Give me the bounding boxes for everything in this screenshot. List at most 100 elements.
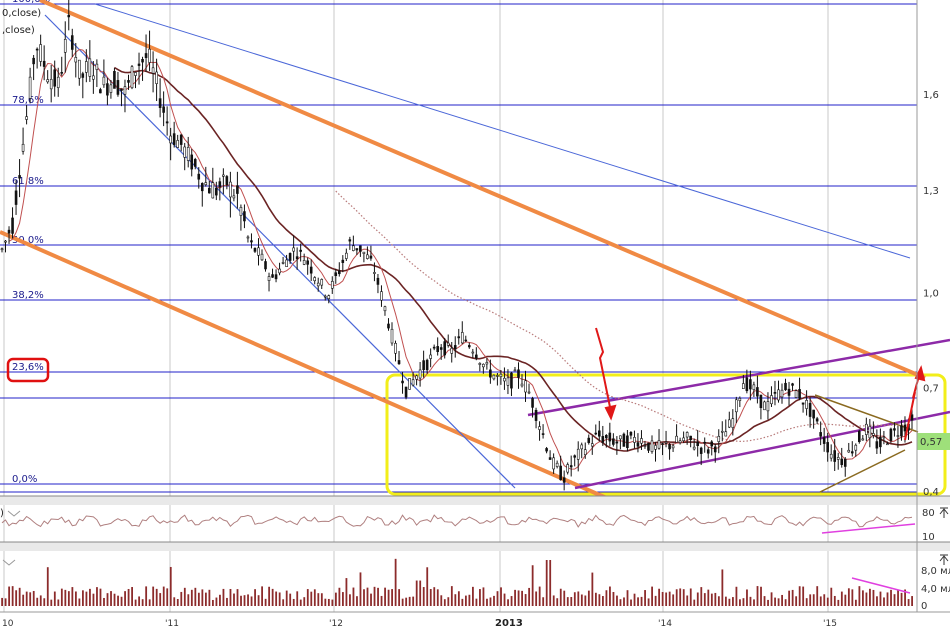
volume-bar	[900, 592, 903, 606]
volume-bar	[552, 595, 555, 606]
volume-bar	[57, 599, 60, 606]
candle-body	[896, 435, 900, 437]
candle-body	[0, 248, 4, 251]
volume-bar	[359, 572, 362, 606]
candle-body	[850, 451, 854, 454]
volume-bar	[53, 591, 56, 606]
candle-body	[88, 58, 92, 77]
volume-bar	[517, 590, 520, 606]
candle-body	[499, 373, 503, 377]
legend-item-1: ,close)	[2, 25, 35, 36]
volume-bar	[798, 586, 801, 606]
volume-bar	[830, 587, 833, 606]
candle-body	[77, 59, 81, 79]
volume-bar	[464, 595, 467, 606]
candle-body	[541, 433, 545, 435]
down-arrow-head	[604, 404, 617, 421]
volume-bar	[749, 596, 752, 606]
panel-separator-1	[0, 496, 950, 505]
volume-bar	[545, 560, 548, 606]
moving-average-slow	[335, 190, 913, 443]
candle-body	[271, 274, 274, 278]
volume-divergence-line	[851, 577, 911, 594]
volume-bar	[703, 593, 706, 606]
candle-body	[70, 35, 74, 50]
volume-bar	[250, 596, 253, 606]
volume-bar	[384, 587, 386, 606]
osc-expand-icon	[939, 507, 949, 518]
candle-body	[773, 392, 777, 394]
legend-item-0: 0,close)	[2, 8, 41, 19]
volume-bar	[401, 598, 404, 606]
candle-body	[524, 380, 527, 393]
candle-body	[218, 181, 222, 188]
candle-body	[46, 79, 49, 83]
candle-body	[724, 431, 728, 437]
volume-bar	[577, 591, 580, 606]
volume-bar	[22, 594, 25, 606]
candle-body	[334, 272, 338, 276]
volume-bar	[858, 586, 861, 606]
volume-bar	[672, 594, 675, 606]
candle-body	[394, 343, 397, 354]
volume-bar	[426, 567, 429, 606]
candle-body	[134, 72, 137, 76]
volume-bar	[570, 597, 573, 606]
volume-bar	[342, 592, 344, 606]
volume-bar	[714, 592, 717, 606]
volume-bar	[363, 589, 365, 606]
vol-tick-1: 4,0 мл	[921, 584, 950, 595]
candle-body	[857, 430, 861, 443]
volume-bar	[345, 578, 348, 606]
candle-body	[32, 57, 35, 65]
y-tick-label: 0,7	[923, 384, 939, 395]
volume-bar	[805, 598, 808, 606]
volume-bar	[92, 593, 95, 606]
candle-body	[359, 245, 362, 252]
candle-body	[668, 444, 671, 450]
candle-body	[383, 306, 387, 312]
up-arrow-head	[914, 365, 926, 382]
volume-bar	[447, 597, 450, 606]
candle-body	[148, 48, 151, 63]
volume-bar	[180, 591, 183, 606]
volume-bar	[110, 591, 112, 606]
candle-body	[685, 432, 689, 438]
candle-body	[706, 449, 710, 454]
candle-body	[865, 423, 868, 435]
volume-bar	[391, 589, 393, 606]
volume-bar	[514, 589, 516, 606]
candle-body	[376, 277, 380, 285]
candle-body	[246, 236, 250, 239]
candle-body	[678, 440, 682, 443]
volume-bar	[651, 586, 653, 606]
volume-bar	[39, 595, 42, 606]
volume-bar	[883, 597, 885, 606]
candle-body	[562, 477, 566, 483]
volume-bar	[609, 586, 611, 606]
candle-body	[362, 251, 366, 254]
volume-bar	[721, 569, 724, 606]
volume-bar	[756, 586, 759, 606]
candle-body	[601, 436, 605, 443]
candle-body	[302, 260, 306, 265]
volume-bar	[419, 580, 422, 606]
volume-bar	[310, 591, 313, 606]
volume-bar	[64, 589, 67, 606]
volume-bar	[486, 598, 488, 606]
candle-body	[309, 266, 313, 274]
candle-body	[39, 44, 42, 62]
candle-body	[517, 369, 520, 378]
volume-bar	[675, 589, 678, 606]
candle-body	[485, 362, 489, 365]
volume-bar	[219, 594, 221, 606]
volume-bar	[120, 596, 123, 606]
volume-bar	[240, 595, 242, 606]
x-tick-label: '12	[329, 619, 343, 629]
candle-body	[879, 436, 882, 448]
volume-bar	[67, 591, 70, 606]
candle-body	[204, 182, 208, 186]
candle-body	[643, 445, 647, 447]
candle-body	[749, 379, 752, 390]
candle-body	[25, 116, 28, 120]
